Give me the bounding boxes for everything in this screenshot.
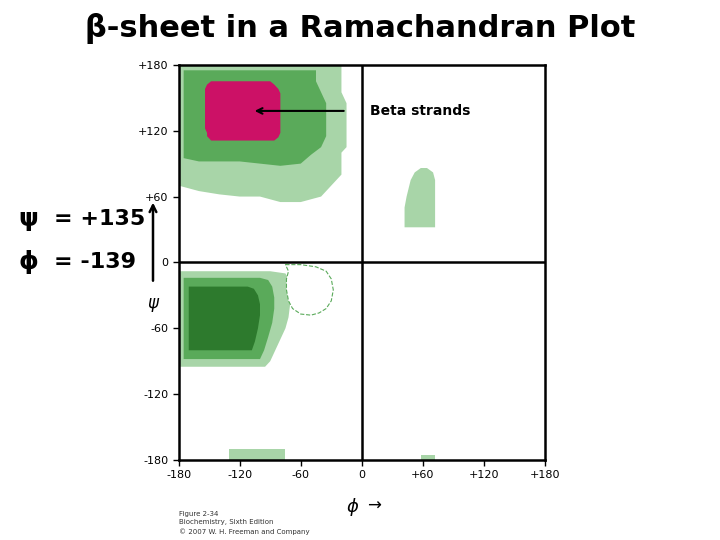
Polygon shape (184, 70, 326, 166)
Polygon shape (179, 65, 346, 202)
Polygon shape (205, 81, 280, 140)
Polygon shape (179, 271, 291, 367)
Polygon shape (189, 287, 260, 350)
Text: Figure 2-34
Biochemistry, Sixth Edition
© 2007 W. H. Freeman and Company: Figure 2-34 Biochemistry, Sixth Edition … (179, 511, 309, 535)
Polygon shape (285, 265, 333, 315)
Polygon shape (230, 449, 285, 460)
Polygon shape (421, 455, 435, 460)
Text: ψ: ψ (147, 294, 158, 312)
Text: = +135: = +135 (54, 208, 145, 229)
Polygon shape (184, 278, 274, 359)
Text: ϕ: ϕ (347, 498, 359, 516)
Polygon shape (405, 168, 435, 227)
Text: = -139: = -139 (54, 252, 136, 272)
Text: ϕ: ϕ (18, 250, 38, 274)
Text: ψ: ψ (18, 207, 38, 231)
Text: Beta strands: Beta strands (370, 104, 470, 118)
Text: →: → (367, 497, 381, 515)
Text: β-sheet in a Ramachandran Plot: β-sheet in a Ramachandran Plot (85, 14, 635, 44)
